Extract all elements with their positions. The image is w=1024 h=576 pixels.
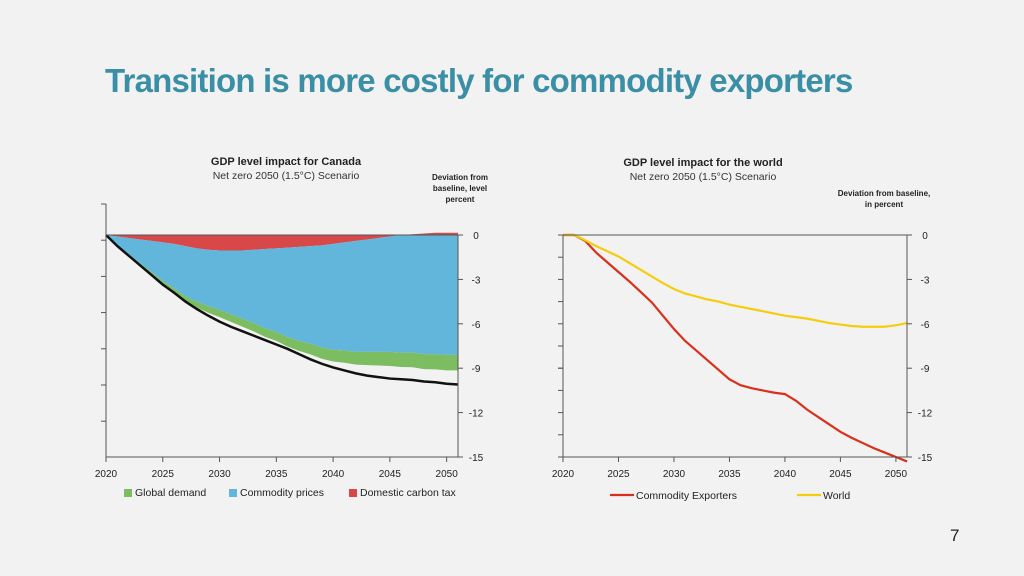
chart1-ylabel-line: percent bbox=[446, 195, 475, 204]
chart2-ylabel-line: Deviation from baseline, bbox=[838, 189, 930, 198]
chart1-ylabel-line: baseline, level bbox=[433, 184, 487, 193]
chart1-legend-label: Commodity prices bbox=[240, 487, 324, 499]
chart2-legend-label: Commodity Exporters bbox=[636, 490, 737, 502]
chart2-ytick-label: -9 bbox=[921, 364, 930, 375]
chart1-ytick-label: -12 bbox=[469, 409, 484, 420]
chart1-xtick-label: 2025 bbox=[152, 469, 175, 480]
chart2-line-commodity-exporters bbox=[563, 233, 908, 463]
chart2-xtick-label: 2035 bbox=[718, 469, 741, 480]
chart1-xtick-label: 2050 bbox=[436, 469, 459, 480]
chart1-ytick-label: -9 bbox=[472, 364, 481, 375]
chart2-ytick-label: 0 bbox=[922, 231, 928, 242]
chart1-xtick-label: 2035 bbox=[265, 469, 288, 480]
chart1-area-commodity-prices bbox=[106, 235, 458, 355]
chart1-area-domestic-carbon-tax bbox=[106, 232, 458, 251]
chart2-xtick-label: 2025 bbox=[607, 469, 630, 480]
page-number: 7 bbox=[950, 526, 960, 545]
chart1-legend-swatch bbox=[124, 489, 132, 497]
chart1-legend-swatch bbox=[229, 489, 237, 497]
chart1-xtick-label: 2040 bbox=[322, 469, 345, 480]
chart1-xtick-label: 2045 bbox=[379, 469, 402, 480]
chart2-ytick-label: -3 bbox=[921, 275, 930, 286]
chart2-ytick-label: -6 bbox=[921, 320, 930, 331]
chart1-total-line bbox=[105, 234, 459, 386]
chart2-line-world bbox=[563, 233, 908, 328]
chart2-subtitle: Net zero 2050 (1.5°C) Scenario bbox=[630, 171, 777, 183]
chart2-legend-label: World bbox=[823, 490, 850, 502]
chart1-legend-label: Global demand bbox=[135, 487, 206, 499]
chart2-xtick-label: 2045 bbox=[829, 469, 852, 480]
slide-title: Transition is more costly for commodity … bbox=[105, 62, 853, 99]
chart1-ytick-label: -15 bbox=[469, 453, 484, 464]
chart1-ytick-label: -3 bbox=[472, 275, 481, 286]
chart1-legend-label: Domestic carbon tax bbox=[360, 487, 456, 499]
chart1-title: GDP level impact for Canada bbox=[211, 156, 362, 168]
chart1-xtick-label: 2030 bbox=[208, 469, 231, 480]
chart1-ytick-label: 0 bbox=[473, 231, 479, 242]
chart2-xtick-label: 2050 bbox=[885, 469, 908, 480]
chart2-xtick-label: 2020 bbox=[552, 469, 575, 480]
chart2-title: GDP level impact for the world bbox=[623, 157, 782, 169]
chart1-subtitle: Net zero 2050 (1.5°C) Scenario bbox=[213, 170, 360, 182]
chart2-ylabel-line: in percent bbox=[865, 200, 904, 209]
chart1-xtick-label: 2020 bbox=[95, 469, 118, 480]
chart1-ylabel-line: Deviation from bbox=[432, 173, 488, 182]
chart1-legend-swatch bbox=[349, 489, 357, 497]
chart1-area-global-demand bbox=[106, 235, 458, 371]
chart1-ytick-label: -6 bbox=[472, 320, 481, 331]
chart2-ytick-label: -12 bbox=[918, 409, 933, 420]
chart2-xtick-label: 2030 bbox=[663, 469, 686, 480]
chart2-xtick-label: 2040 bbox=[774, 469, 797, 480]
chart2-ytick-label: -15 bbox=[918, 453, 933, 464]
